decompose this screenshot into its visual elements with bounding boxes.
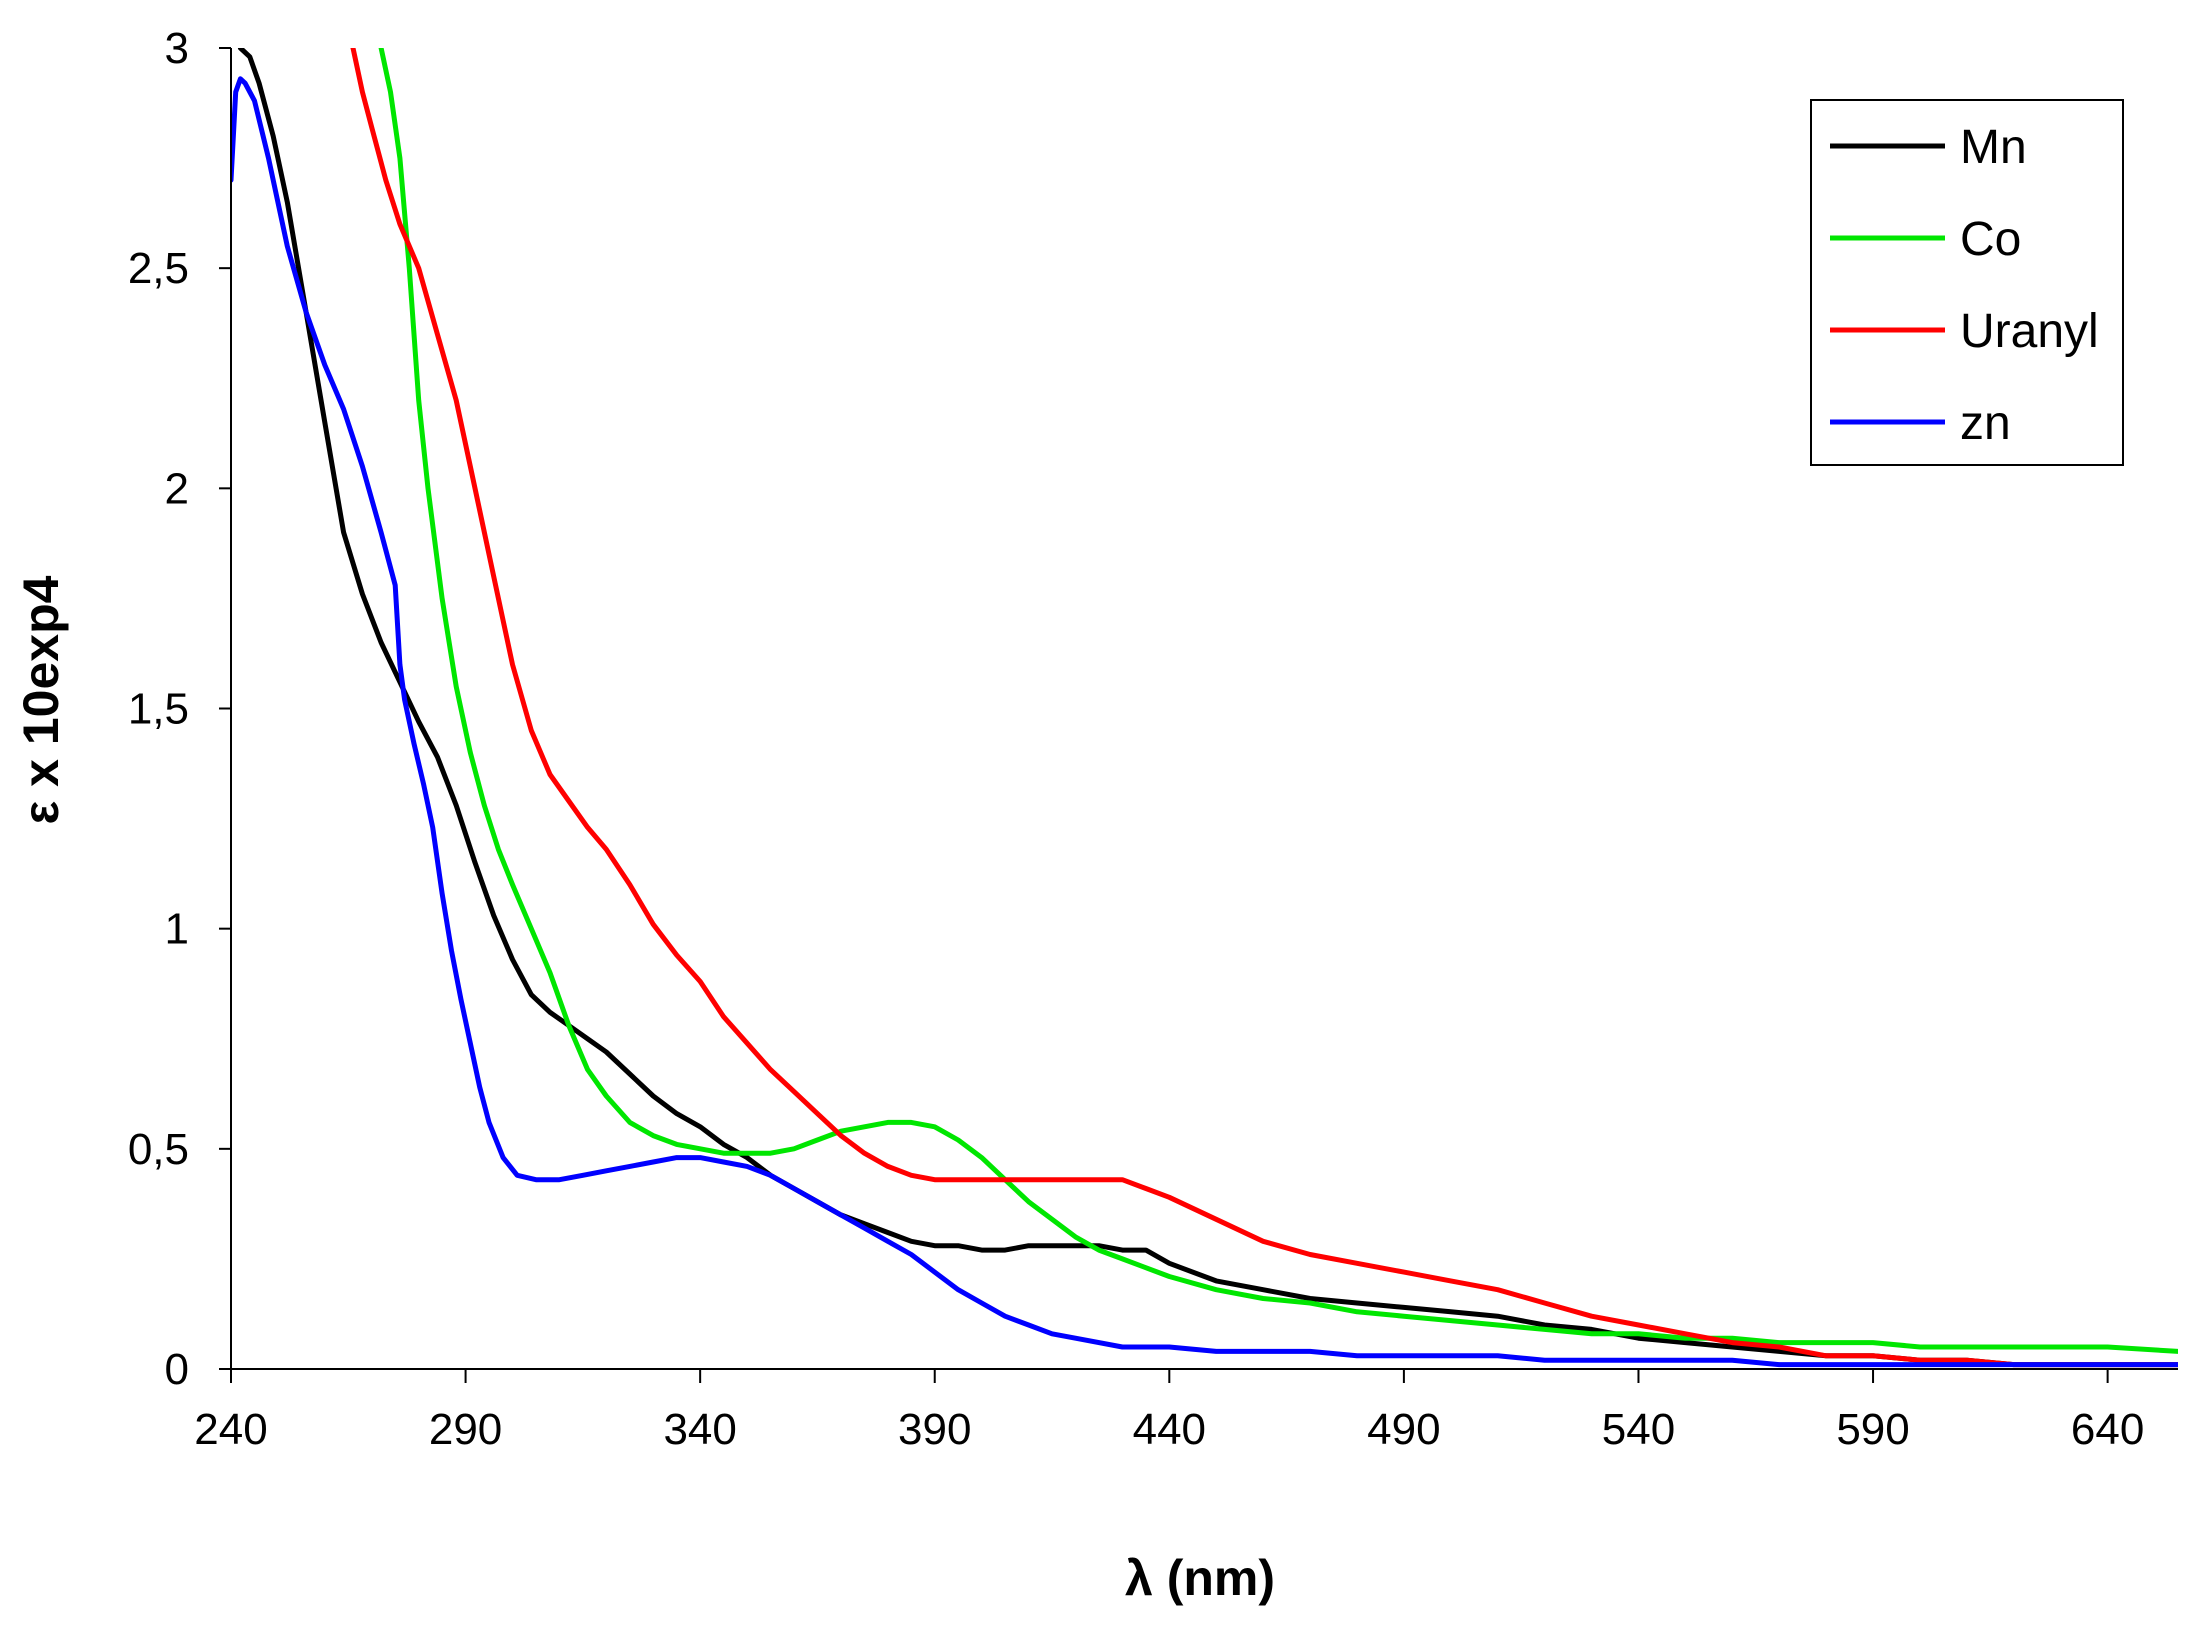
x-tick-label: 490	[1367, 1405, 1440, 1454]
axes-layer: 0 0,5 1 1,5 2 2,5 3 240 290 340 390 440 490 540 590 640	[128, 24, 2178, 1454]
series-line-uranyl	[350, 48, 2178, 1368]
y-axis-title: ε x 10exp4	[13, 575, 69, 824]
x-axis-title: λ (nm)	[1125, 1550, 1275, 1606]
legend: Mn Co Uranyl zn	[1810, 99, 2124, 466]
series-layer	[231, 48, 2178, 1368]
y-tick-label: 2,5	[128, 244, 189, 293]
series-line-mn	[237, 48, 2178, 1368]
legend-entries: Mn Co Uranyl zn	[1830, 121, 2099, 450]
legend-box	[1810, 99, 2124, 466]
y-tick-label: 1	[165, 905, 189, 954]
x-tick-label: 440	[1133, 1405, 1206, 1454]
legend-label-mn: Mn	[1960, 121, 2027, 174]
x-tick-label: 290	[429, 1405, 502, 1454]
x-tick-label: 340	[663, 1405, 736, 1454]
series-line-co	[378, 48, 2178, 1354]
legend-label-uranyl: Uranyl	[1960, 305, 2099, 358]
x-tick-label: 640	[2071, 1405, 2144, 1454]
y-tick-label: 0	[165, 1345, 189, 1394]
y-tick-label: 1,5	[128, 685, 189, 734]
y-tick-label: 3	[165, 24, 189, 73]
x-tick-label: 540	[1602, 1405, 1675, 1454]
x-tick-label: 240	[194, 1405, 267, 1454]
y-tick-label: 2	[165, 464, 189, 513]
legend-label-zn: zn	[1960, 397, 2011, 450]
x-tick-label: 390	[898, 1405, 971, 1454]
legend-label-co: Co	[1960, 213, 2021, 266]
x-tick-label: 590	[1836, 1405, 1909, 1454]
y-tick-label: 0,5	[128, 1125, 189, 1174]
series-line-zn	[231, 76, 2178, 1368]
